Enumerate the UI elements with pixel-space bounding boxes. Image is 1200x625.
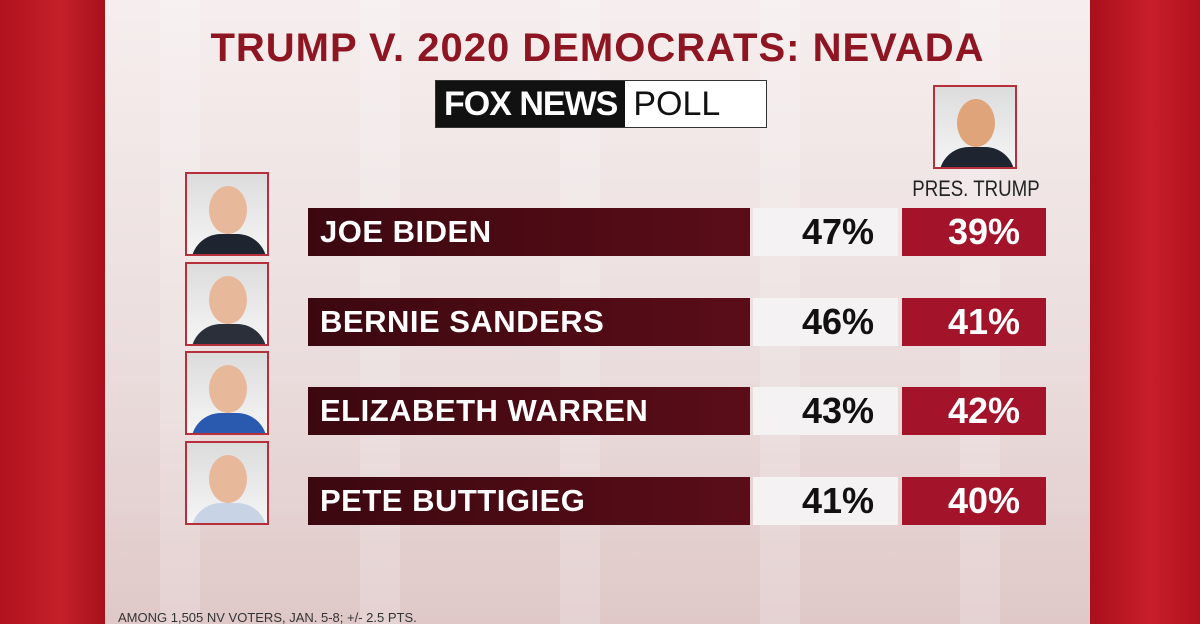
footnote: AMONG 1,505 NV VOTERS, JAN. 5-8; +/- 2.5… — [118, 610, 417, 625]
suit — [191, 234, 267, 254]
opponent-label: PRES. TRUMP — [912, 176, 1040, 201]
head — [209, 454, 247, 503]
candidate-photo — [185, 351, 269, 435]
suit — [191, 413, 267, 433]
candidate-photo — [185, 172, 269, 256]
candidate-name: BERNIE SANDERS — [308, 297, 750, 346]
suit — [939, 147, 1015, 167]
trump-share: 42% — [902, 387, 1046, 435]
head — [209, 186, 247, 234]
candidate-photo — [185, 261, 269, 346]
opponent-photo — [933, 85, 1017, 169]
candidate-name: ELIZABETH WARREN — [308, 387, 750, 435]
candidate-photo — [185, 440, 269, 525]
trump-share: 40% — [902, 476, 1046, 525]
head — [209, 275, 247, 324]
logo-brand: FOX NEWS — [436, 81, 626, 127]
logo-word: POLL — [633, 85, 721, 123]
candidate-name: PETE BUTTIGIEG — [308, 476, 750, 525]
democrat-share: 46% — [753, 297, 898, 346]
suit — [191, 502, 267, 523]
logo: FOX NEWS POLL — [435, 80, 767, 128]
democrat-share: 47% — [753, 208, 898, 256]
head — [957, 99, 995, 147]
democrat-share: 43% — [753, 387, 898, 435]
democrat-share: 41% — [753, 476, 898, 525]
trump-share: 41% — [902, 297, 1046, 346]
title: TRUMP V. 2020 DEMOCRATS: NEVADA — [210, 26, 985, 70]
candidate-name: JOE BIDEN — [308, 208, 750, 256]
trump-share: 39% — [902, 208, 1046, 256]
head — [209, 365, 247, 413]
suit — [191, 323, 267, 344]
